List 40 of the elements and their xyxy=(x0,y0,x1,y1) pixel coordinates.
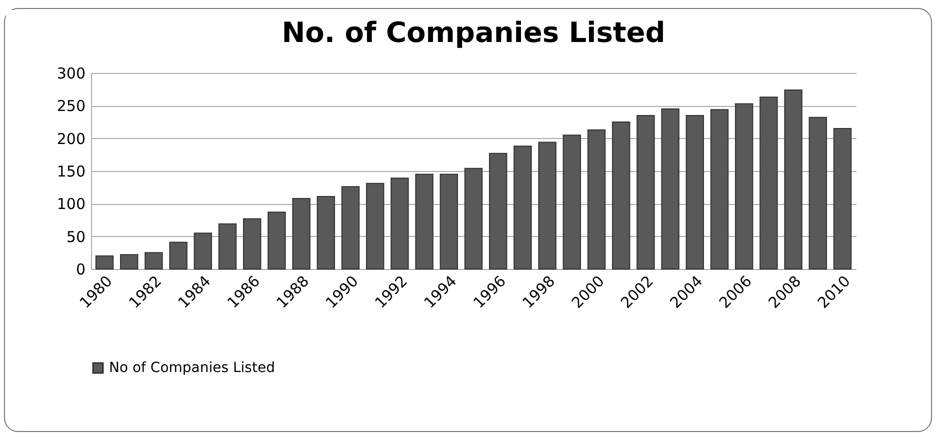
y-tick-label: 150 xyxy=(56,162,86,180)
bar xyxy=(268,212,286,270)
bar xyxy=(612,122,630,270)
y-tick-label: 300 xyxy=(56,64,86,82)
bar xyxy=(538,142,556,270)
bar xyxy=(95,255,114,270)
bar xyxy=(833,128,852,270)
bar xyxy=(390,178,409,270)
y-tick-label: 50 xyxy=(66,228,86,246)
bar xyxy=(341,186,360,270)
chart-title: No. of Companies Listed xyxy=(282,16,666,49)
bar xyxy=(218,223,237,270)
bar xyxy=(760,96,778,270)
bar xyxy=(194,232,212,270)
bar xyxy=(440,174,458,270)
bar xyxy=(316,196,336,270)
y-tick-label: 200 xyxy=(56,130,86,148)
bar xyxy=(415,174,434,270)
bar xyxy=(243,218,262,270)
y-tick-label: 250 xyxy=(56,97,86,116)
bar xyxy=(169,242,188,270)
bar xyxy=(366,182,384,270)
bar xyxy=(292,198,310,270)
y-tick-label: 0 xyxy=(76,260,86,278)
bar xyxy=(120,254,138,270)
bar xyxy=(784,89,802,270)
bar xyxy=(144,252,163,270)
bar xyxy=(710,109,729,270)
bar xyxy=(636,114,655,270)
legend-label: No of Companies Listed xyxy=(109,360,275,376)
bar xyxy=(514,146,532,270)
bar xyxy=(464,168,483,270)
bar xyxy=(661,108,680,270)
y-tick-label: 100 xyxy=(56,195,86,214)
bar xyxy=(587,129,606,270)
bar xyxy=(562,134,581,270)
bar xyxy=(686,114,704,270)
bar xyxy=(488,152,508,270)
bar xyxy=(734,103,754,270)
bar xyxy=(808,116,827,270)
